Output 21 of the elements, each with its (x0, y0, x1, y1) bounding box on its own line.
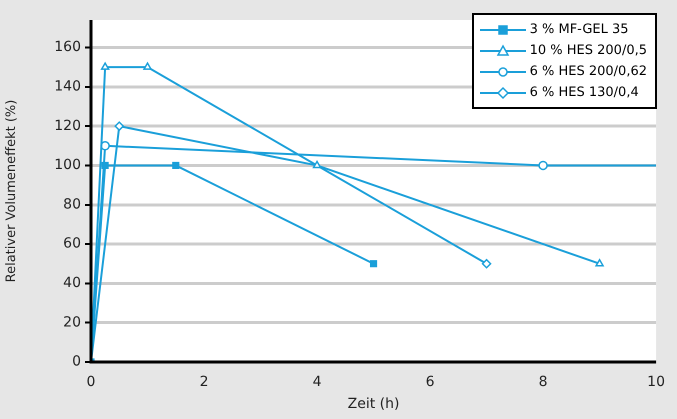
y-tick-label: 80 (63, 196, 81, 212)
x-tick-label: 8 (538, 374, 548, 390)
legend-label: 6 % HES 200/0,62 (530, 63, 647, 81)
x-tick-label: 2 (200, 374, 208, 390)
y-tick-label: 120 (54, 118, 81, 134)
y-tick-label: 40 (63, 275, 81, 292)
legend-label: 3 % MF-GEL 35 (530, 21, 629, 39)
legend-label: 10 % HES 200/0,5 (530, 42, 647, 60)
x-tick-label: 6 (426, 374, 435, 390)
y-tick-label: 100 (54, 157, 81, 174)
x-tick-label: 4 (312, 374, 322, 390)
x-axis-title: Zeit (h) (348, 396, 400, 412)
y-tick-label: 160 (54, 39, 81, 56)
y-tick-label: 20 (63, 314, 81, 330)
y-axis-title: Relativer Volumeneffekt (%) (4, 100, 20, 282)
x-tick-label: 10 (647, 374, 666, 390)
y-tick-label: 0 (72, 354, 81, 370)
legend-label: 6 % HES 130/0,4 (530, 84, 639, 102)
x-tick-label: 0 (86, 374, 96, 390)
y-tick-label: 140 (54, 78, 81, 94)
y-tick-label: 60 (63, 236, 81, 252)
